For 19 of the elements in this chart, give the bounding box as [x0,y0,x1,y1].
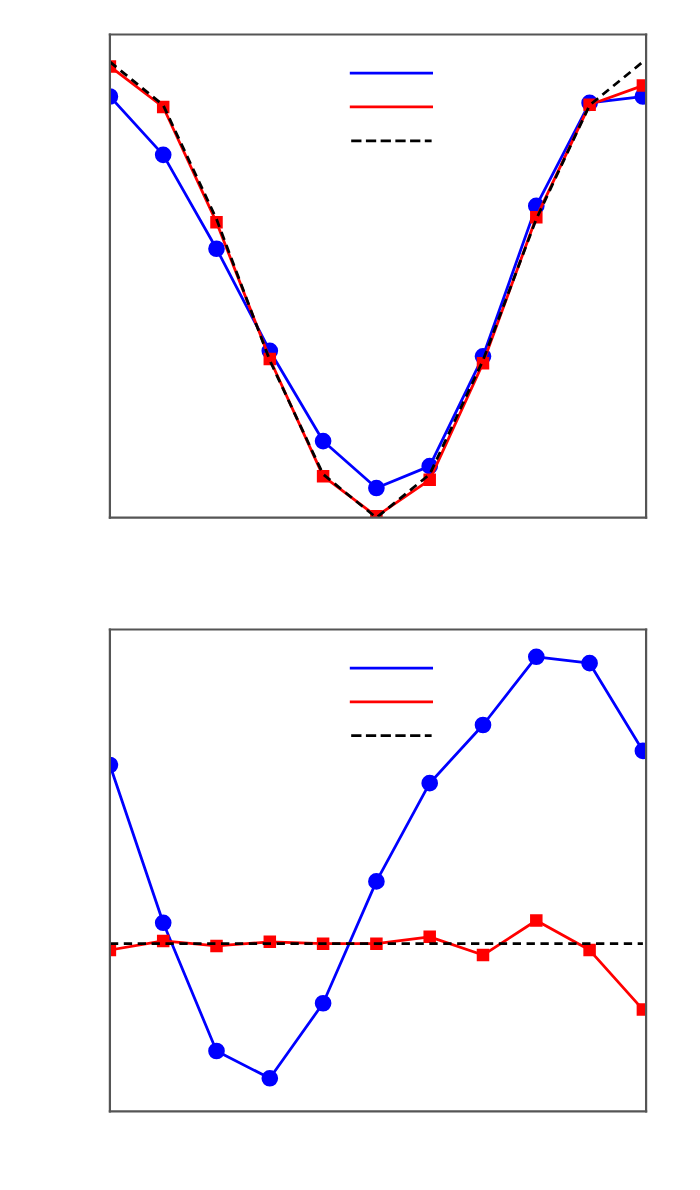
point [261,1069,279,1087]
point [208,1042,225,1060]
point [314,432,332,450]
point [210,939,223,953]
point [530,914,543,927]
point [476,948,490,962]
point [368,479,385,497]
point [474,716,492,734]
point [583,943,596,957]
point [581,654,598,672]
point [314,994,332,1012]
point [154,146,172,164]
point [208,240,225,258]
point [421,774,439,792]
point [423,473,436,487]
point [527,648,545,666]
point [368,873,385,890]
point [423,930,436,944]
point [154,914,172,932]
